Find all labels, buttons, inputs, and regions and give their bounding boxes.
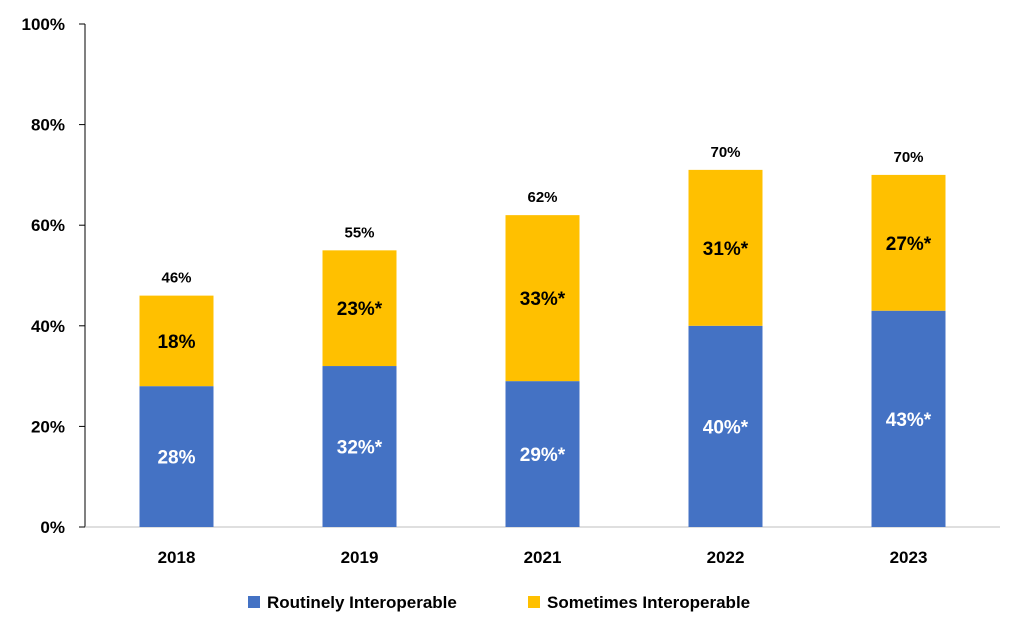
x-tick-label: 2022 [707, 548, 745, 567]
data-label: 40%* [703, 417, 749, 438]
bar-segment-sometimes [322, 250, 397, 367]
bar-segment-routinely [688, 325, 763, 527]
legend-swatch [528, 596, 540, 608]
total-label: 70% [893, 149, 923, 166]
bar-segment-sometimes [505, 215, 580, 382]
data-label: 23%* [337, 299, 383, 320]
total-label: 70% [710, 144, 740, 161]
data-label: 27%* [886, 234, 932, 255]
data-label: 43%* [886, 410, 932, 431]
y-tick-label: 60% [31, 216, 65, 235]
data-label: 29%* [520, 445, 566, 466]
total-label: 55% [344, 224, 374, 241]
data-label: 18% [157, 332, 195, 353]
y-tick-label: 40% [31, 317, 65, 336]
legend-label: Routinely Interoperable [267, 593, 457, 612]
data-label: 28% [157, 448, 195, 469]
x-tick-label: 2023 [890, 548, 928, 567]
legend-label: Sometimes Interoperable [547, 593, 750, 612]
data-label: 31%* [703, 239, 749, 260]
bar-segment-routinely [322, 366, 397, 527]
total-label: 46% [161, 270, 191, 287]
bar-segment-sometimes [688, 169, 763, 326]
bar-segment-routinely [139, 386, 214, 527]
y-tick-label: 80% [31, 116, 65, 135]
x-tick-label: 2018 [158, 548, 196, 567]
legend-swatch [248, 596, 260, 608]
y-tick-label: 100% [22, 15, 65, 34]
total-label: 62% [527, 189, 557, 206]
x-tick-label: 2019 [341, 548, 379, 567]
data-label: 33%* [520, 289, 566, 310]
bar-segment-routinely [505, 381, 580, 527]
bar-segment-sometimes [139, 295, 214, 387]
y-tick-label: 20% [31, 417, 65, 436]
y-tick-label: 0% [40, 518, 65, 537]
data-label: 32%* [337, 438, 383, 459]
bar-segment-sometimes [871, 174, 946, 311]
bar-segment-routinely [871, 310, 946, 527]
x-tick-label: 2021 [524, 548, 562, 567]
